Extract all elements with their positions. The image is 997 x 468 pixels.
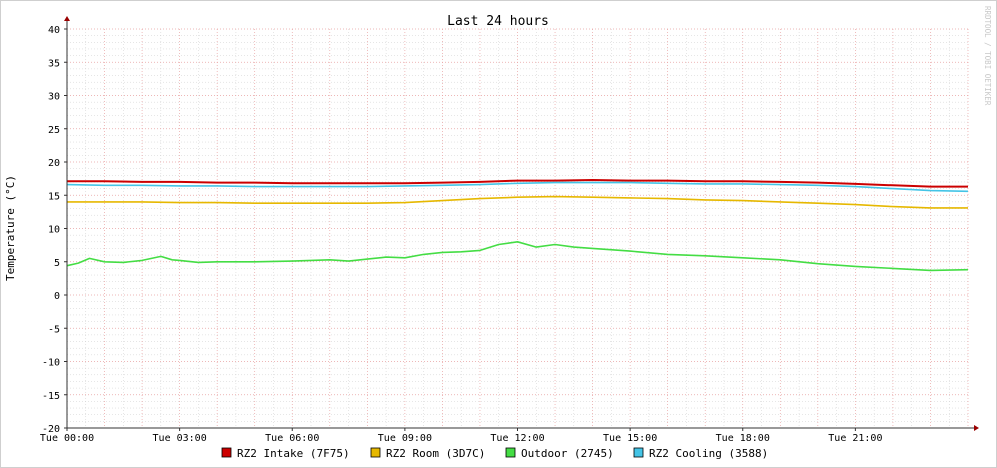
y-tick-label: 5 xyxy=(54,258,60,269)
y-tick-label: 35 xyxy=(48,58,60,69)
y-tick-label: 25 xyxy=(48,125,60,136)
y-axis-label: Temperature (°C) xyxy=(4,175,17,281)
series-line-1 xyxy=(67,195,968,209)
series-layer xyxy=(66,179,969,272)
series-line-3 xyxy=(66,181,969,193)
y-tick-label: -15 xyxy=(42,391,60,402)
watermark: RRDTOOL / TOBI OETIKER xyxy=(983,6,992,106)
legend-swatch-1 xyxy=(370,447,381,458)
y-tick-label: 0 xyxy=(54,291,60,302)
y-tick-label: -20 xyxy=(42,424,60,435)
y-tick-label: 30 xyxy=(48,92,60,103)
chart-title: Last 24 hours xyxy=(447,14,549,29)
y-tick-label: 20 xyxy=(48,158,60,169)
series-line-2 xyxy=(66,241,969,272)
legend-swatch-2 xyxy=(505,447,516,458)
legend-label-1: RZ2 Room (3D7C) xyxy=(386,447,485,460)
legend-label-3: RZ2 Cooling (3588) xyxy=(649,447,768,460)
x-axis-arrow xyxy=(974,425,979,431)
series-line-0 xyxy=(67,179,968,188)
y-tick-label: 10 xyxy=(48,225,60,236)
y-tick-label: -10 xyxy=(42,358,60,369)
x-tick-label: Tue 03:00 xyxy=(153,433,207,444)
x-tick-label: Tue 00:00 xyxy=(40,433,94,444)
y-tick-label: 15 xyxy=(48,191,60,202)
y-tick-labels: -20 -15 -10 -5 0 5 10 15 20 25 30 35 40 xyxy=(42,25,60,435)
legend-label-2: Outdoor (2745) xyxy=(521,447,614,460)
x-tick-label: Tue 12:00 xyxy=(490,433,544,444)
x-tick-labels: Tue 00:00 Tue 03:00 Tue 06:00 Tue 09:00 Tue … xyxy=(40,433,883,444)
legend-swatch-0 xyxy=(221,447,232,458)
x-tick-label: Tue 21:00 xyxy=(828,433,882,444)
legend: RZ2 Intake (7F75) RZ2 Room (3D7C) Outdoor … xyxy=(221,447,768,460)
legend-swatch-3 xyxy=(633,447,644,458)
x-tick-label: Tue 18:00 xyxy=(716,433,770,444)
y-tick-label: -5 xyxy=(48,324,60,335)
x-tick-label: Tue 06:00 xyxy=(265,433,319,444)
y-tick-label: 40 xyxy=(48,25,60,36)
x-tick-label: Tue 09:00 xyxy=(378,433,432,444)
x-tick-label: Tue 15:00 xyxy=(603,433,657,444)
y-axis-arrow xyxy=(64,16,70,21)
axes-layer xyxy=(64,16,979,431)
legend-label-0: RZ2 Intake (7F75) xyxy=(237,447,350,460)
